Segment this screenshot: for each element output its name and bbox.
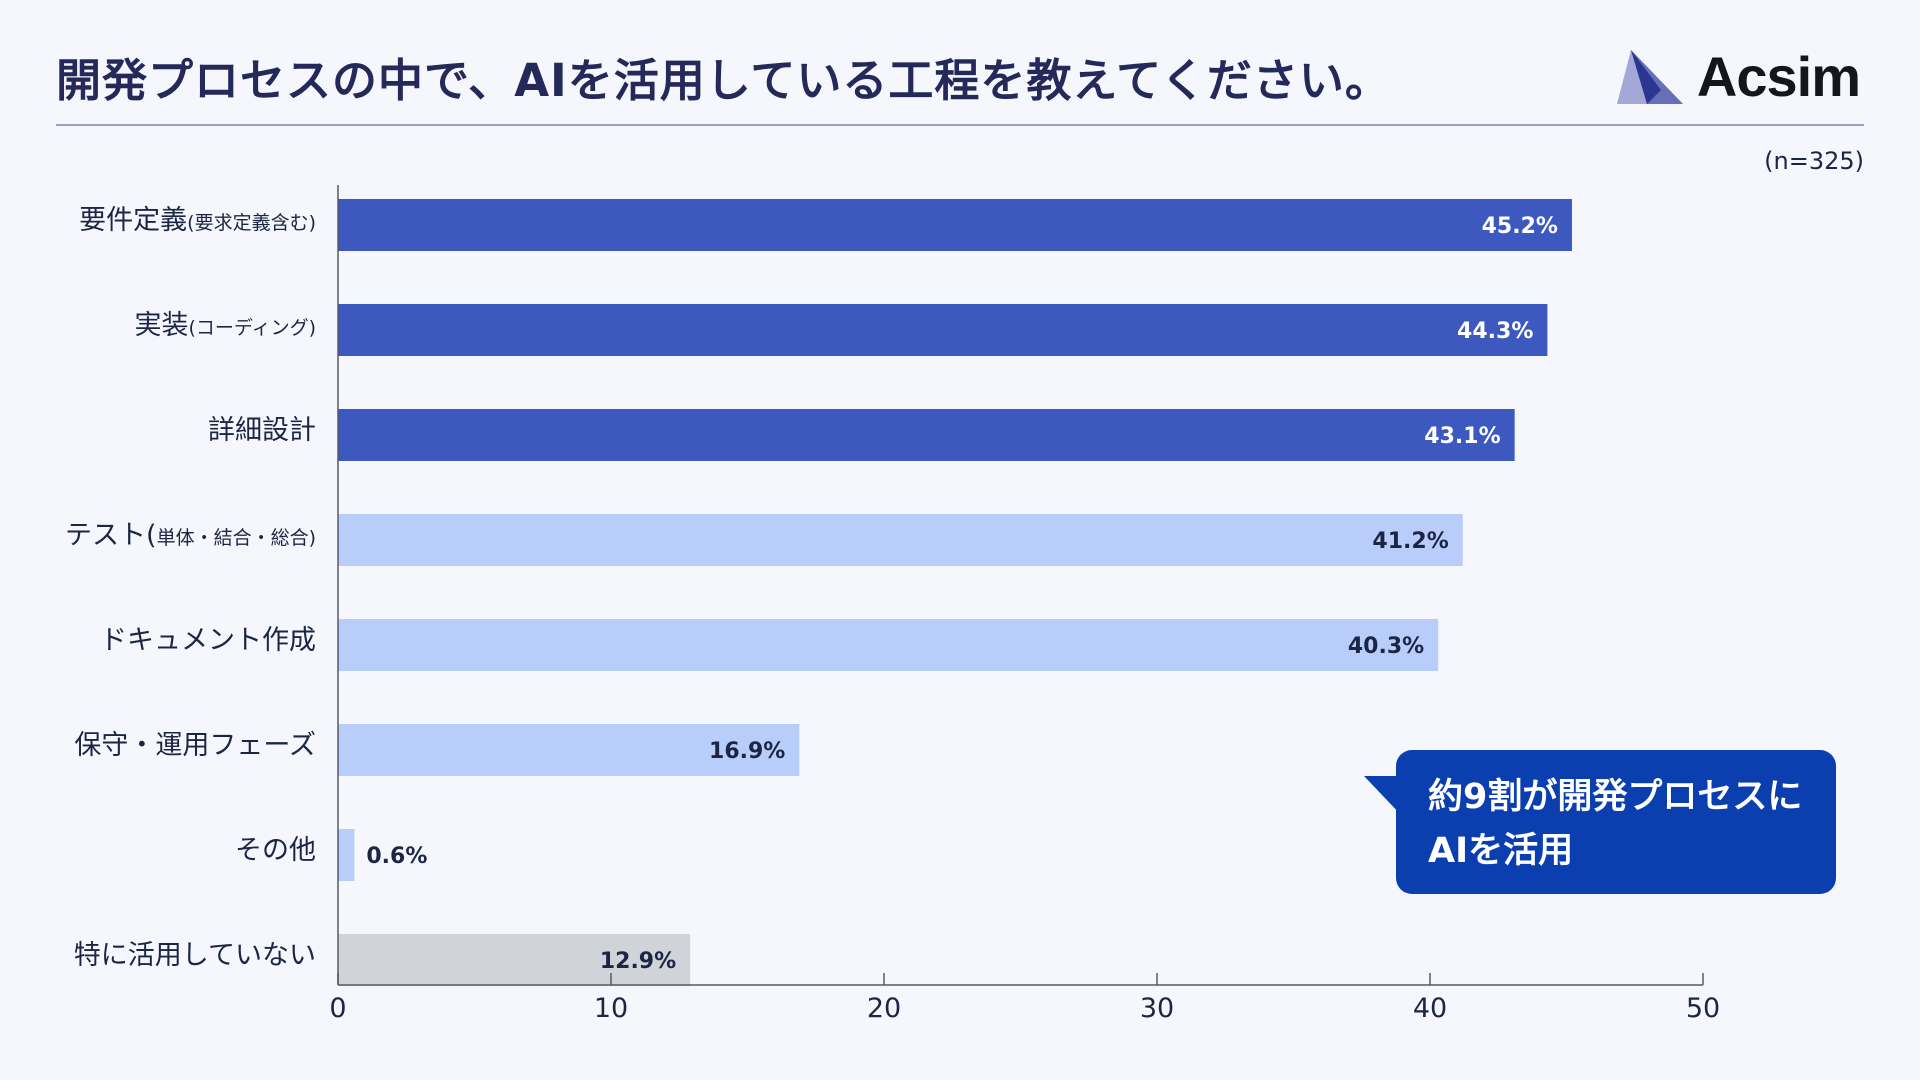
bar bbox=[338, 304, 1548, 356]
data-label: 0.6% bbox=[366, 844, 427, 869]
data-label: 41.2% bbox=[1372, 529, 1448, 554]
x-tick-label: 10 bbox=[594, 993, 628, 1024]
page-title: 開発プロセスの中で、AIを活用している工程を教えてください。 bbox=[56, 54, 1391, 107]
bar bbox=[338, 199, 1572, 251]
x-tick-label: 40 bbox=[1413, 993, 1447, 1024]
category-label: 要件定義(要求定義含む) bbox=[79, 205, 316, 236]
logo-text: Acsim bbox=[1696, 44, 1861, 108]
category-label: その他 bbox=[235, 835, 316, 866]
bar bbox=[338, 724, 800, 776]
bar bbox=[338, 409, 1515, 461]
data-label: 43.1% bbox=[1424, 424, 1500, 449]
data-label: 45.2% bbox=[1482, 214, 1558, 239]
data-label: 40.3% bbox=[1348, 634, 1424, 659]
category-label: テスト(単体・結合・総合) bbox=[65, 520, 316, 551]
sample-size: (n=325) bbox=[1764, 147, 1864, 175]
bar bbox=[338, 934, 691, 986]
x-tick-label: 30 bbox=[1140, 993, 1174, 1024]
brand-logo: Acsim bbox=[1616, 44, 1861, 108]
category-label: 詳細設計 bbox=[208, 415, 316, 446]
bar bbox=[338, 619, 1439, 671]
category-label: 実装(コーディング) bbox=[135, 310, 317, 341]
callout-tail bbox=[1364, 776, 1402, 816]
data-label: 44.3% bbox=[1457, 319, 1533, 344]
category-label: 保守・運用フェーズ bbox=[74, 730, 316, 761]
bar bbox=[338, 829, 355, 881]
data-label: 12.9% bbox=[600, 949, 676, 974]
callout-box bbox=[1396, 750, 1836, 894]
callout-line-2: AIを活用 bbox=[1428, 831, 1574, 871]
callout-line-1: 約9割が開発プロセスに bbox=[1428, 777, 1803, 817]
x-tick-label: 50 bbox=[1686, 993, 1720, 1024]
x-tick-label: 0 bbox=[329, 993, 346, 1024]
logo-triangle-icon bbox=[1616, 50, 1683, 104]
callout-text: 約9割が開発プロセスに AIを活用 bbox=[1428, 770, 1828, 878]
category-label: ドキュメント作成 bbox=[100, 625, 316, 656]
data-label: 16.9% bbox=[709, 739, 785, 764]
category-label: 特に活用していない bbox=[74, 940, 316, 971]
header-divider bbox=[56, 124, 1864, 126]
x-tick-label: 20 bbox=[867, 993, 901, 1024]
bar bbox=[338, 514, 1463, 566]
